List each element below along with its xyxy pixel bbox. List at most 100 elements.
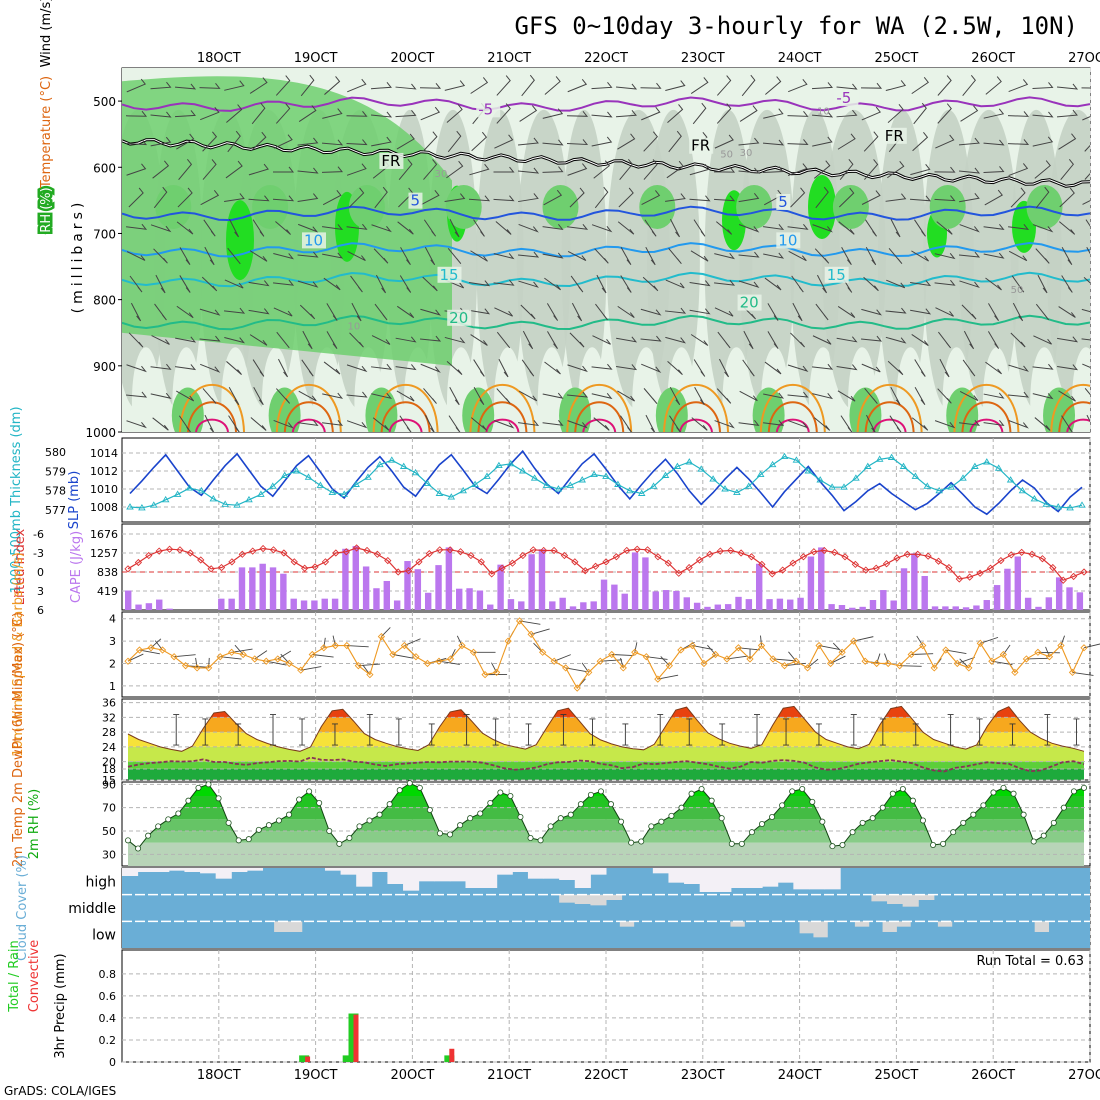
wind-barb [226,361,242,375]
wind-barb [470,250,488,262]
wind-barb [938,331,951,349]
wind-barb [861,190,881,205]
wind-speed-marker [331,641,339,650]
cloud-cell-high [730,868,748,888]
warm-contour [291,418,326,432]
date-label-top: 20OCT [391,51,435,66]
wind-barb [396,305,415,319]
wind-barb [837,133,856,150]
wind-speed-marker [400,641,409,650]
cloud-cell-high [652,868,669,874]
contour-label: 10 [778,231,797,249]
date-label-top: 21OCT [487,51,531,66]
wind-barb [668,130,682,153]
wind-barb [1032,136,1054,147]
wind-barb [174,83,197,90]
wind-barb [912,131,929,152]
thickness-marker [971,462,979,469]
cloud-cell-high [418,868,435,882]
wind-speed-marker [631,648,639,656]
lifted-index-marker [352,544,361,552]
minmax-errorbar [331,723,338,746]
wind-barb [885,336,907,344]
thickness-marker [185,484,194,491]
wind-speed-marker [999,650,1008,659]
cape-bar [228,598,235,610]
wind-speed-marker [711,650,720,659]
cloud-cell-high [715,868,732,892]
wind-barb [738,251,760,258]
wind-barb-10m [611,654,634,657]
rh-marker [165,816,172,823]
wind-barb [496,388,511,404]
wind-barb [738,167,760,174]
wind-barb [620,415,632,432]
wind-barb [272,166,295,173]
wind-barb [297,420,319,427]
wind-barb [544,361,561,375]
wind-barb [985,361,1002,375]
wind-barb [787,420,809,429]
rh-marker [748,829,755,836]
wind-barb [1056,109,1078,118]
rh-marker [688,790,695,797]
wind-barb [864,387,878,405]
thickness-marker [507,459,515,467]
wind-barb [227,130,241,153]
wind-barb-10m [312,654,334,658]
rh-marker [376,811,383,818]
wind-barb [470,77,489,94]
wind-barb [346,223,368,230]
wind-barb [714,420,735,429]
wind-speed-marker [1057,641,1065,650]
wind-barb [716,388,732,404]
wind-speed-marker [262,657,270,665]
wind-barb [224,307,246,314]
lifted-index-marker [779,566,787,574]
wind-barb [958,137,980,146]
cape-bar [549,601,556,610]
rh-marker [487,800,494,807]
wind-barb [958,251,981,258]
cape-bar [869,600,877,610]
wind-barb [326,303,338,321]
thickness-marker [947,483,955,490]
wind-barb [1035,303,1050,321]
wind-barb [346,110,368,117]
thickness-marker [173,490,182,497]
lifted-index-marker [560,551,569,560]
wind-barb-10m [220,656,242,660]
temp-contour--5 [122,96,1090,112]
rh-marker [547,823,554,830]
wind-barb [762,139,785,146]
wind-speed-marker [803,664,812,672]
wind-barb [935,307,954,317]
wind-barb [643,131,658,152]
wind-barb [765,76,782,95]
cloud-axis-title: Cloud Cover (%) [15,855,30,961]
cloud-cell-low [854,921,870,927]
rh-contour-label: 30 [740,148,753,159]
rh-marker [980,802,987,809]
wind-tick-label: 1 [109,680,116,693]
minmax-errorbar [560,714,567,746]
rh-marker [336,840,343,847]
wind-barb [371,136,392,147]
wind-barb [224,279,244,289]
cape-bar [569,606,577,610]
cape-bar [652,591,659,610]
precip-bar-precip_conv [305,1056,311,1062]
rh-marker [326,828,333,835]
wind-barb [763,419,785,426]
cape-bar [125,590,132,610]
contour-label: 20 [740,294,759,312]
wind-barb-10m [1026,657,1049,660]
wind-axis-label: 10m Wind Speed & Barbs (m/s) [11,552,26,757]
wind-barb [617,390,635,402]
wind-barb [199,308,221,316]
wind-speed-marker [769,655,777,663]
cloud-cell-middle [887,894,904,904]
wind-speed-marker [642,653,650,661]
wind-barb [667,104,684,123]
rh-band [878,109,927,410]
